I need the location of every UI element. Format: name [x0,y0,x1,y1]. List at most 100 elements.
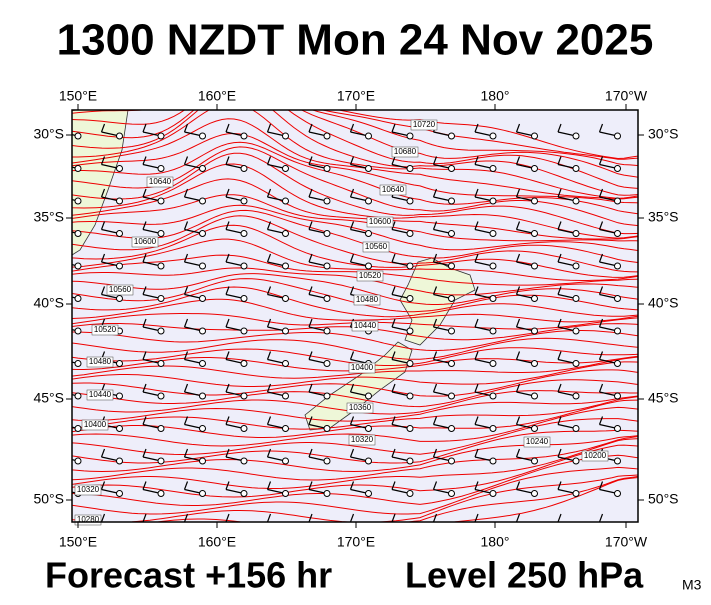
station [157,295,165,302]
barb-flag [225,286,230,295]
station [615,523,621,529]
station [116,457,123,465]
station [199,490,206,497]
barb-flag [142,448,147,458]
contour-label: 10480 [356,295,379,304]
barb-flag [391,286,396,295]
contour-line [72,152,638,235]
station [448,230,455,237]
barb-flag [391,351,396,360]
contour-label: 10720 [413,120,436,129]
barb-flag [225,513,230,522]
station [157,360,165,367]
station [406,165,414,172]
station [157,197,165,205]
contour-label: 10280 [77,515,100,524]
barb-flag [598,221,604,230]
contour-line [72,194,638,242]
contour-label-box [523,436,551,448]
barb-flag [391,221,396,230]
barb-flag [183,253,189,263]
contour-label: 10640 [382,185,405,194]
station [199,230,206,237]
station [365,230,372,237]
station [572,165,580,172]
barb-flag [515,448,521,458]
barb-flag [474,318,479,328]
contour-line [72,110,638,199]
barb-flag [557,188,562,198]
forecast: Forecast +156 hr [45,555,332,596]
contour-line [72,356,638,379]
barb-flag [474,286,479,295]
station [157,132,165,140]
barb-flag [183,286,189,295]
contour-line [72,110,638,167]
contour-label: 10520 [94,325,117,334]
barb-flag [266,513,272,522]
barb-flag [308,253,313,263]
barb-flag [515,416,521,425]
station [531,490,538,497]
barb-flag [557,481,562,490]
contour-line [72,298,638,323]
station [406,490,414,497]
barb-flag [598,351,604,360]
barb-flag [391,253,396,263]
station [200,523,206,529]
station [240,262,248,270]
station [240,165,248,172]
station [282,295,289,302]
barb-flag [60,319,63,327]
station [324,523,330,529]
contour-line [450,477,638,522]
barb-flag [60,189,63,197]
level: Level 250 hPa [405,555,644,596]
station [74,327,82,335]
station [199,327,206,335]
station [323,425,331,432]
barb-flag [142,156,147,165]
contour-label: 10520 [359,271,382,280]
barb-flag [308,351,313,360]
station [489,197,497,205]
barb-flag [183,221,189,230]
contour-label-box [346,402,374,414]
barb-flag [60,417,63,425]
contour-line [72,254,638,286]
barb-flag [308,188,313,198]
contour-label: 10200 [584,451,607,460]
station [241,523,247,529]
barb-flag [349,156,355,165]
station [240,425,248,432]
barb-flag [266,286,272,295]
barb-flag [100,253,106,263]
barb-flag [183,481,189,490]
station [323,262,331,270]
station [240,230,248,237]
barb-flag [266,383,272,393]
station [489,165,497,172]
contour-line [72,399,638,438]
station [199,360,206,367]
barb-flag [60,514,63,522]
barb-flag [183,416,189,425]
lon-label-bottom: 170°E [337,534,375,550]
contour-label-box [86,356,114,368]
station [448,457,455,465]
barb-flag [474,253,479,263]
barb-flag [225,351,230,360]
station [323,230,331,237]
barb-flag [349,286,355,295]
barb-flag [349,383,355,393]
contour-label-box [581,450,609,462]
lon-label-top: 170°E [337,88,375,104]
title: 1300 NZDT Mon 24 Nov 2025 [57,16,654,65]
barb-flag [349,188,355,198]
contour-line [72,330,638,351]
barb-flag [474,221,479,230]
barb-flag [598,416,604,425]
contour-line [72,110,638,160]
barb-flag [598,123,604,133]
barb-flag [183,318,189,328]
